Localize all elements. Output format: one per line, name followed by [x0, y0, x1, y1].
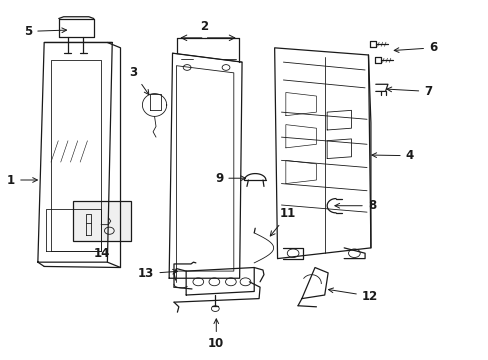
Text: 10: 10	[208, 319, 224, 350]
Text: 3: 3	[129, 66, 149, 95]
Bar	[73, 202, 130, 241]
Text: 1: 1	[7, 174, 37, 186]
Text: 13: 13	[138, 267, 177, 280]
Text: 11: 11	[270, 207, 296, 236]
Text: 12: 12	[328, 288, 377, 303]
Text: 5: 5	[24, 25, 66, 38]
Text: 7: 7	[386, 85, 431, 98]
Text: 9: 9	[215, 172, 245, 185]
Text: 2: 2	[200, 20, 208, 33]
Text: 6: 6	[393, 41, 436, 54]
Text: 4: 4	[371, 149, 413, 162]
Text: 14: 14	[94, 247, 110, 260]
Text: 8: 8	[334, 199, 375, 212]
